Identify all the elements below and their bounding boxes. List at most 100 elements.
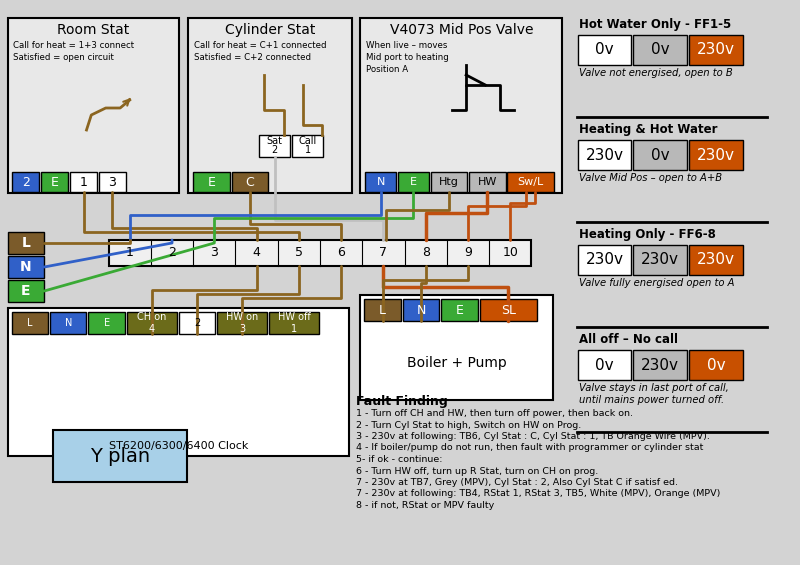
Text: 1: 1 [305, 145, 310, 155]
Text: 0v: 0v [595, 42, 614, 58]
Text: 230v: 230v [697, 147, 735, 163]
Text: Boiler + Pump: Boiler + Pump [406, 357, 506, 370]
Text: 7: 7 [379, 246, 387, 259]
Text: N: N [20, 260, 32, 274]
Bar [634, 350, 687, 380]
Text: N: N [377, 177, 385, 187]
Bar [50, 312, 86, 334]
Bar [99, 172, 126, 192]
Text: 230v: 230v [697, 42, 735, 58]
Bar [441, 299, 478, 321]
Text: E: E [410, 177, 417, 187]
Text: 5- if ok - continue:: 5- if ok - continue: [356, 455, 442, 464]
Text: E: E [104, 318, 110, 328]
Text: Mid port to heating: Mid port to heating [366, 53, 449, 62]
Bar [689, 245, 743, 275]
Text: HW on
3: HW on 3 [226, 312, 258, 334]
Text: When live – moves: When live – moves [366, 41, 447, 50]
Text: CH on
4: CH on 4 [137, 312, 166, 334]
Text: Valve fully energised open to A: Valve fully energised open to A [578, 278, 734, 288]
Bar [70, 172, 97, 192]
Bar [402, 299, 439, 321]
Text: E: E [21, 284, 30, 298]
Text: Heating Only - FF6-8: Heating Only - FF6-8 [578, 228, 715, 241]
Bar [193, 172, 230, 192]
Text: Valve stays in last port of call,
until mains power turned off.: Valve stays in last port of call, until … [578, 383, 728, 405]
Text: L: L [22, 236, 30, 250]
Text: N: N [65, 318, 72, 328]
Text: Sat: Sat [267, 136, 283, 146]
Text: HW: HW [478, 177, 497, 187]
Text: C: C [246, 176, 254, 189]
Text: ST6200/6300/6400 Clock: ST6200/6300/6400 Clock [109, 441, 248, 451]
Bar [578, 35, 631, 65]
Text: 4 - If boiler/pump do not run, then fault with programmer or cylinder stat: 4 - If boiler/pump do not run, then faul… [356, 444, 703, 453]
Text: 1 - Turn off CH and HW, then turn off power, then back on.: 1 - Turn off CH and HW, then turn off po… [356, 409, 633, 418]
Bar [507, 172, 554, 192]
Text: Position A: Position A [366, 64, 408, 73]
Bar [232, 172, 268, 192]
Text: 3 - 230v at following: TB6, Cyl Stat : C, Cyl Stat : 1, TB Orange Wire (MPV).: 3 - 230v at following: TB6, Cyl Stat : C… [356, 432, 710, 441]
Text: V4073 Mid Pos Valve: V4073 Mid Pos Valve [390, 23, 533, 37]
Bar [11, 312, 48, 334]
Text: 10: 10 [502, 246, 518, 259]
Text: 230v: 230v [697, 253, 735, 267]
Text: Sw/L: Sw/L [518, 177, 544, 187]
Bar [634, 140, 687, 170]
Text: 0v: 0v [595, 358, 614, 372]
Text: 2: 2 [272, 145, 278, 155]
Bar [8, 18, 178, 193]
Text: 0v: 0v [651, 42, 670, 58]
Bar [361, 295, 553, 400]
Bar [430, 172, 467, 192]
Bar [366, 172, 396, 192]
Text: 1: 1 [126, 246, 134, 259]
Bar [361, 18, 562, 193]
Bar [53, 430, 187, 482]
Bar [578, 350, 631, 380]
Text: 7 - 230v at TB7, Grey (MPV), Cyl Stat : 2, Also Cyl Stat C if satisf ed.: 7 - 230v at TB7, Grey (MPV), Cyl Stat : … [356, 478, 678, 487]
Text: 3: 3 [109, 176, 116, 189]
Bar [292, 135, 323, 157]
Text: 2 - Turn Cyl Stat to high, Switch on HW on Prog.: 2 - Turn Cyl Stat to high, Switch on HW … [356, 420, 581, 429]
Text: HW off
1: HW off 1 [278, 312, 310, 334]
Text: 7 - 230v at following: TB4, RStat 1, RStat 3, TB5, White (MPV), Orange (MPV): 7 - 230v at following: TB4, RStat 1, RSt… [356, 489, 720, 498]
Bar [269, 312, 319, 334]
Bar [634, 245, 687, 275]
Text: 8 - if not, RStat or MPV faulty: 8 - if not, RStat or MPV faulty [356, 501, 494, 510]
Bar [634, 35, 687, 65]
Bar [42, 172, 68, 192]
Bar [89, 312, 125, 334]
Text: All off – No call: All off – No call [578, 333, 678, 346]
Text: E: E [455, 303, 463, 316]
Text: Call for heat = C+1 connected: Call for heat = C+1 connected [194, 41, 326, 50]
Text: 230v: 230v [586, 253, 623, 267]
Text: 2: 2 [168, 246, 176, 259]
Bar [259, 135, 290, 157]
Text: Htg: Htg [439, 177, 458, 187]
Bar [188, 18, 352, 193]
Text: SL: SL [501, 303, 516, 316]
Bar [8, 232, 44, 254]
Text: 2: 2 [22, 176, 30, 189]
Text: Valve not energised, open to B: Valve not energised, open to B [578, 68, 732, 78]
Text: Y plan: Y plan [90, 446, 150, 466]
Bar [8, 256, 44, 278]
Text: E: E [207, 176, 215, 189]
Text: E: E [51, 176, 58, 189]
Text: 1: 1 [80, 176, 87, 189]
Text: Valve Mid Pos – open to A+B: Valve Mid Pos – open to A+B [578, 173, 722, 183]
Text: 3: 3 [210, 246, 218, 259]
Text: 230v: 230v [642, 253, 679, 267]
Bar [8, 308, 349, 456]
Bar [109, 240, 531, 266]
Text: 5: 5 [295, 246, 303, 259]
Text: Hot Water Only - FF1-5: Hot Water Only - FF1-5 [578, 18, 731, 31]
Text: Heating & Hot Water: Heating & Hot Water [578, 123, 717, 136]
Text: Room Stat: Room Stat [57, 23, 130, 37]
Text: 0v: 0v [706, 358, 726, 372]
Text: 4: 4 [253, 246, 261, 259]
Bar [479, 299, 538, 321]
Text: Call for heat = 1+3 connect: Call for heat = 1+3 connect [14, 41, 134, 50]
Bar [13, 172, 39, 192]
